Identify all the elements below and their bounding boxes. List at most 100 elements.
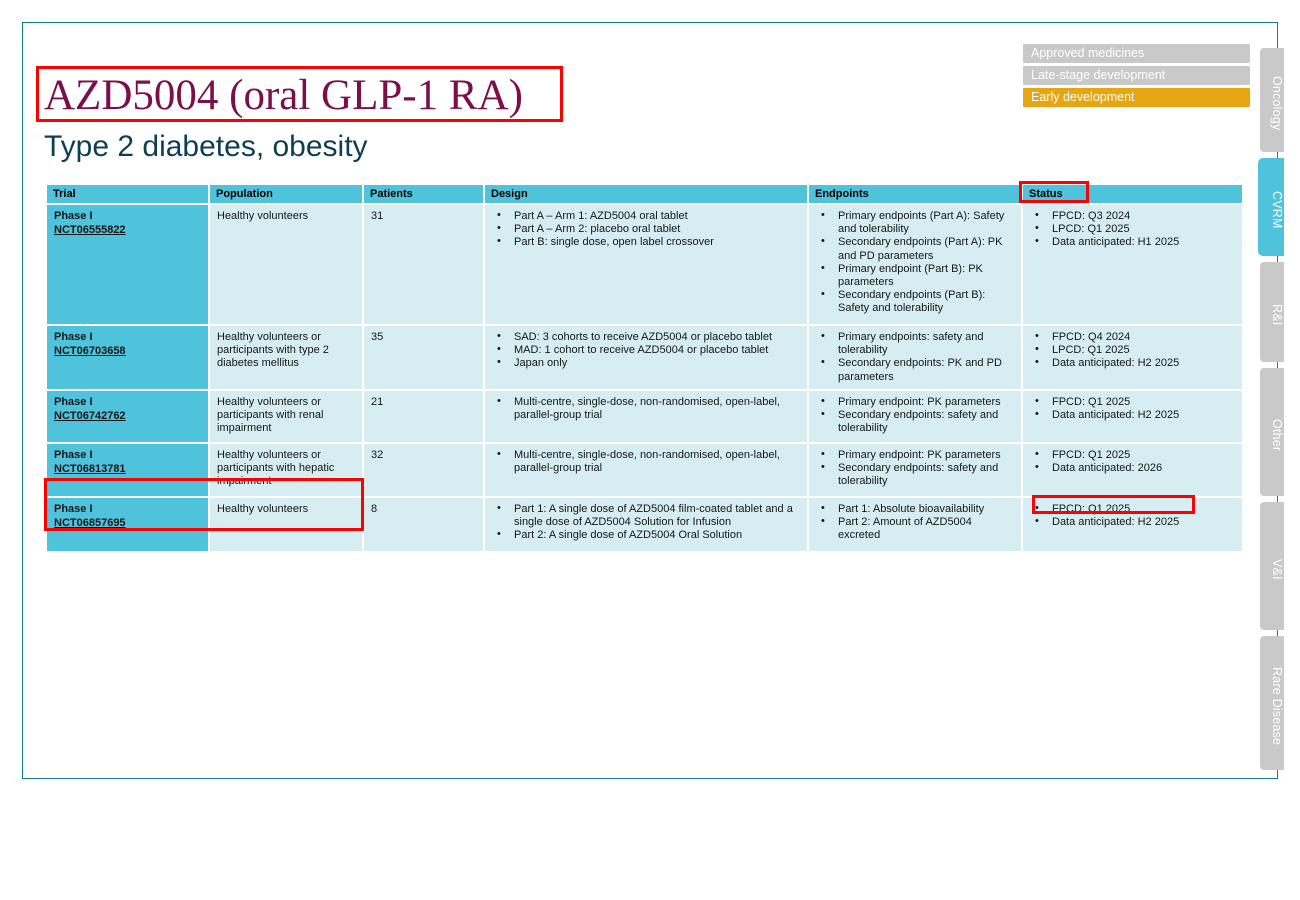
table-row: Phase I NCT06555822 Healthy volunteers 3…	[47, 205, 1242, 324]
trial-nct-link[interactable]: NCT06857695	[54, 517, 126, 530]
population-cell: Healthy volunteers	[210, 205, 362, 324]
endpoint-bullet: Primary endpoint: PK parameters	[816, 448, 1014, 462]
column-header-patients[interactable]: Patients	[364, 185, 483, 203]
tab-cvrm[interactable]: CVRM	[1258, 158, 1284, 256]
tab-ri[interactable]: R&I	[1260, 262, 1284, 362]
tab-rare-disease[interactable]: Rare Disease	[1260, 636, 1284, 770]
table-row: Phase I NCT06742762 Healthy volunteers o…	[47, 390, 1242, 442]
status-bullet: LPCD: Q1 2025	[1030, 222, 1235, 236]
patients-cell: 31	[364, 205, 483, 324]
design-cell: Part 1: A single dose of AZD5004 film-co…	[485, 497, 807, 551]
tab-vi[interactable]: V&I	[1260, 502, 1284, 630]
design-cell: Multi-centre, single-dose, non-randomise…	[485, 443, 807, 496]
legend-item-late-stage-development[interactable]: Late-stage development	[1023, 66, 1250, 85]
endpoints-cell: Primary endpoint: PK parameters Secondar…	[809, 390, 1021, 442]
trial-cell[interactable]: Phase I NCT06857695	[47, 497, 208, 551]
trial-cell[interactable]: Phase I NCT06703658	[47, 326, 208, 389]
design-bullet: Part 1: A single dose of AZD5004 film-co…	[492, 502, 800, 529]
endpoint-bullet: Primary endpoint: PK parameters	[816, 395, 1014, 409]
tab-other[interactable]: Other	[1260, 368, 1284, 496]
endpoint-bullet: Primary endpoints: safety and tolerabili…	[816, 330, 1014, 357]
page-subtitle: Type 2 diabetes, obesity	[44, 130, 368, 163]
design-bullet: Part A – Arm 1: AZD5004 oral tablet	[492, 209, 800, 223]
trial-phase: Phase I	[54, 210, 93, 222]
trial-cell[interactable]: Phase I NCT06742762	[47, 390, 208, 442]
status-bullet: Data anticipated: H2 2025	[1030, 356, 1235, 370]
status-bullet: LPCD: Q1 2025	[1030, 343, 1235, 357]
endpoint-bullet: Secondary endpoints (Part B): Safety and…	[816, 288, 1014, 315]
status-bullet: Data anticipated: H2 2025	[1030, 515, 1235, 529]
column-header-status[interactable]: Status	[1023, 185, 1242, 203]
status-bullet: FPCD: Q4 2024	[1030, 330, 1235, 344]
status-bullet: Data anticipated: 2026	[1030, 461, 1235, 475]
design-cell: SAD: 3 cohorts to receive AZD5004 or pla…	[485, 326, 807, 389]
endpoint-bullet: Secondary endpoints (Part A): PK and PD …	[816, 235, 1014, 262]
design-bullet: SAD: 3 cohorts to receive AZD5004 or pla…	[492, 330, 800, 344]
column-header-endpoints[interactable]: Endpoints	[809, 185, 1021, 203]
endpoint-bullet: Primary endpoint (Part B): PK parameters	[816, 262, 1014, 289]
patients-cell: 35	[364, 326, 483, 389]
table-row: Phase I NCT06703658 Healthy volunteers o…	[47, 326, 1242, 389]
status-cell: FPCD: Q1 2025 Data anticipated: H2 2025	[1023, 497, 1242, 551]
legend: Approved medicines Late-stage developmen…	[1023, 44, 1250, 110]
column-header-population[interactable]: Population	[210, 185, 362, 203]
population-cell: Healthy volunteers	[210, 497, 362, 551]
clinical-trials-table: Trial Population Patients Design Endpoin…	[45, 183, 1244, 553]
table-header-row: Trial Population Patients Design Endpoin…	[47, 185, 1242, 203]
design-bullet: Part A – Arm 2: placebo oral tablet	[492, 222, 800, 236]
legend-item-early-development[interactable]: Early development	[1023, 88, 1250, 107]
trial-cell[interactable]: Phase I NCT06813781	[47, 443, 208, 496]
endpoints-cell: Primary endpoints (Part A): Safety and t…	[809, 205, 1021, 324]
patients-cell: 21	[364, 390, 483, 442]
patients-cell: 32	[364, 443, 483, 496]
trial-phase: Phase I	[54, 395, 93, 408]
trial-cell[interactable]: Phase I NCT06555822	[47, 205, 208, 324]
legend-item-approved-medicines[interactable]: Approved medicines	[1023, 44, 1250, 63]
endpoints-cell: Part 1: Absolute bioavailability Part 2:…	[809, 497, 1021, 551]
status-cell: FPCD: Q4 2024 LPCD: Q1 2025 Data anticip…	[1023, 326, 1242, 389]
population-cell: Healthy volunteers or participants with …	[210, 326, 362, 389]
endpoint-bullet: Part 2: Amount of AZD5004 excreted	[816, 515, 1014, 542]
endpoints-cell: Primary endpoints: safety and tolerabili…	[809, 326, 1021, 389]
status-bullet: FPCD: Q1 2025	[1030, 502, 1235, 516]
status-bullet: FPCD: Q1 2025	[1030, 448, 1235, 462]
trial-nct-link[interactable]: NCT06742762	[54, 410, 126, 423]
status-cell: FPCD: Q3 2024 LPCD: Q1 2025 Data anticip…	[1023, 205, 1242, 324]
design-bullet: MAD: 1 cohort to receive AZD5004 or plac…	[492, 343, 800, 357]
population-cell: Healthy volunteers or participants with …	[210, 390, 362, 442]
status-bullet: FPCD: Q1 2025	[1030, 395, 1235, 409]
design-bullet: Multi-centre, single-dose, non-randomise…	[492, 448, 800, 475]
endpoints-cell: Primary endpoint: PK parameters Secondar…	[809, 443, 1021, 496]
status-bullet: FPCD: Q3 2024	[1030, 209, 1235, 223]
endpoint-bullet: Primary endpoints (Part A): Safety and t…	[816, 209, 1014, 236]
column-header-trial[interactable]: Trial	[47, 185, 208, 203]
design-bullet: Japan only	[492, 356, 800, 370]
trial-nct-link[interactable]: NCT06703658	[54, 345, 126, 358]
trial-phase: Phase I	[54, 448, 93, 461]
endpoint-bullet: Secondary endpoints: safety and tolerabi…	[816, 461, 1014, 488]
status-cell: FPCD: Q1 2025 Data anticipated: H2 2025	[1023, 390, 1242, 442]
status-bullet: Data anticipated: H1 2025	[1030, 235, 1235, 249]
design-cell: Multi-centre, single-dose, non-randomise…	[485, 390, 807, 442]
status-bullet: Data anticipated: H2 2025	[1030, 408, 1235, 422]
endpoint-bullet: Secondary endpoints: PK and PD parameter…	[816, 356, 1014, 383]
patients-cell: 8	[364, 497, 483, 551]
endpoint-bullet: Secondary endpoints: safety and tolerabi…	[816, 408, 1014, 435]
table-row: Phase I NCT06857695 Healthy volunteers 8…	[47, 497, 1242, 551]
trial-phase: Phase I	[54, 502, 93, 515]
design-bullet: Part 2: A single dose of AZD5004 Oral So…	[492, 528, 800, 542]
endpoint-bullet: Part 1: Absolute bioavailability	[816, 502, 1014, 516]
design-bullet: Part B: single dose, open label crossove…	[492, 235, 800, 249]
trial-phase: Phase I	[54, 331, 93, 343]
table-row: Phase I NCT06813781 Healthy volunteers o…	[47, 443, 1242, 496]
page-title: AZD5004 (oral GLP-1 RA)	[44, 72, 523, 119]
design-cell: Part A – Arm 1: AZD5004 oral tablet Part…	[485, 205, 807, 324]
design-bullet: Multi-centre, single-dose, non-randomise…	[492, 395, 800, 422]
column-header-design[interactable]: Design	[485, 185, 807, 203]
population-cell: Healthy volunteers or participants with …	[210, 443, 362, 496]
tab-oncology[interactable]: Oncology	[1260, 48, 1284, 152]
trial-nct-link[interactable]: NCT06555822	[54, 224, 126, 237]
status-cell: FPCD: Q1 2025 Data anticipated: 2026	[1023, 443, 1242, 496]
trial-nct-link[interactable]: NCT06813781	[54, 463, 126, 476]
therapy-area-tab-rail: Oncology CVRM R&I Other V&I Rare Disease	[1258, 30, 1284, 770]
